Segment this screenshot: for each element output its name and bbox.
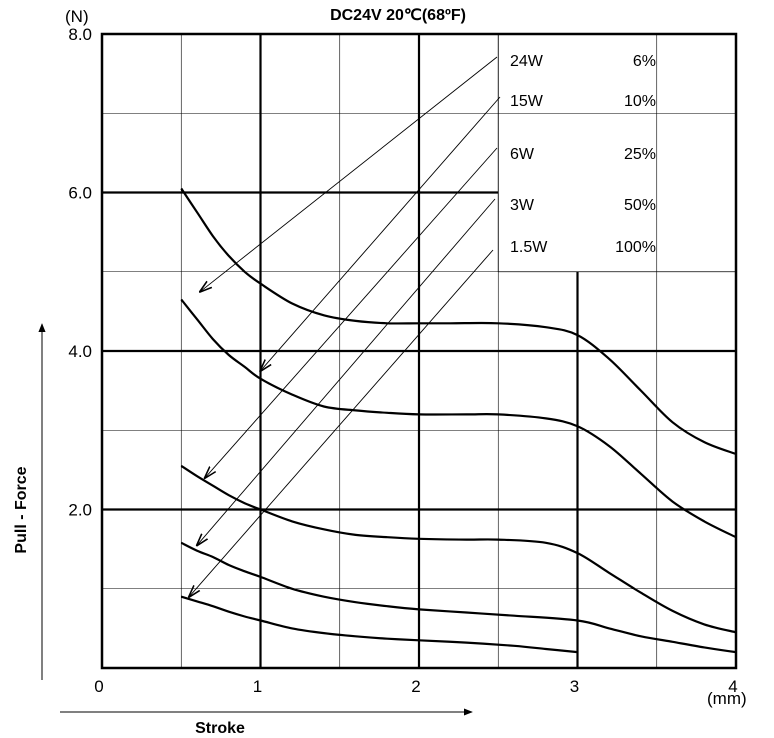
x-axis-label: Stroke (195, 720, 245, 737)
x-tick-label: 4 (728, 677, 737, 696)
legend-1.5W-label: 1.5W (510, 239, 548, 256)
series-6W-line (180, 464, 737, 634)
plot-frame (100, 32, 738, 670)
series-layer (180, 187, 737, 654)
tick-labels: 2.0 4.0 6.0 8.0 0 1 2 3 4 (68, 25, 737, 696)
leader-layer (189, 56, 501, 597)
leader-1.5W-arrow (189, 249, 494, 597)
series-3W-line (180, 541, 737, 654)
x-tick-label: 2 (411, 677, 420, 696)
leader-6W-arrow (205, 147, 498, 478)
x-tick-label: 3 (570, 677, 579, 696)
series-24W-line (180, 187, 737, 456)
y-tick-label: 6.0 (68, 184, 92, 203)
series-15W-line (180, 298, 737, 539)
x-unit-label: (mm) (707, 689, 747, 708)
y-tick-label: 2.0 (68, 501, 92, 520)
x-tick-label: 1 (253, 677, 262, 696)
legend-24W-label: 24W (510, 53, 544, 70)
leader-3W-arrow (197, 198, 496, 545)
legend-3W-label: 3W (510, 197, 535, 214)
leader-15W-arrow (261, 96, 501, 371)
legend-3W-duty: 50% (624, 197, 656, 214)
legend-1.5W-duty: 100% (615, 239, 656, 256)
legend-6W-label: 6W (510, 146, 535, 163)
x-tick-label: 0 (94, 677, 103, 696)
y-tick-label: 4.0 (68, 342, 92, 361)
legend-6W-duty: 25% (624, 146, 656, 163)
legend-24W-duty: 6% (633, 53, 656, 70)
y-tick-label: 8.0 (68, 25, 92, 44)
legend: 24W 6% 15W 10% 6W 25% 3W 50% 1.5W 100% (510, 53, 656, 256)
legend-15W-label: 15W (510, 93, 544, 110)
y-unit-label: (N) (65, 7, 89, 26)
leader-24W-arrow (200, 56, 498, 292)
major-grid (102, 34, 736, 668)
chart-title: DC24V 20℃(68ºF) (330, 7, 466, 24)
y-axis-label: Pull - Force (13, 466, 30, 553)
series-1.5W-line (180, 595, 578, 654)
legend-15W-duty: 10% (624, 93, 656, 110)
